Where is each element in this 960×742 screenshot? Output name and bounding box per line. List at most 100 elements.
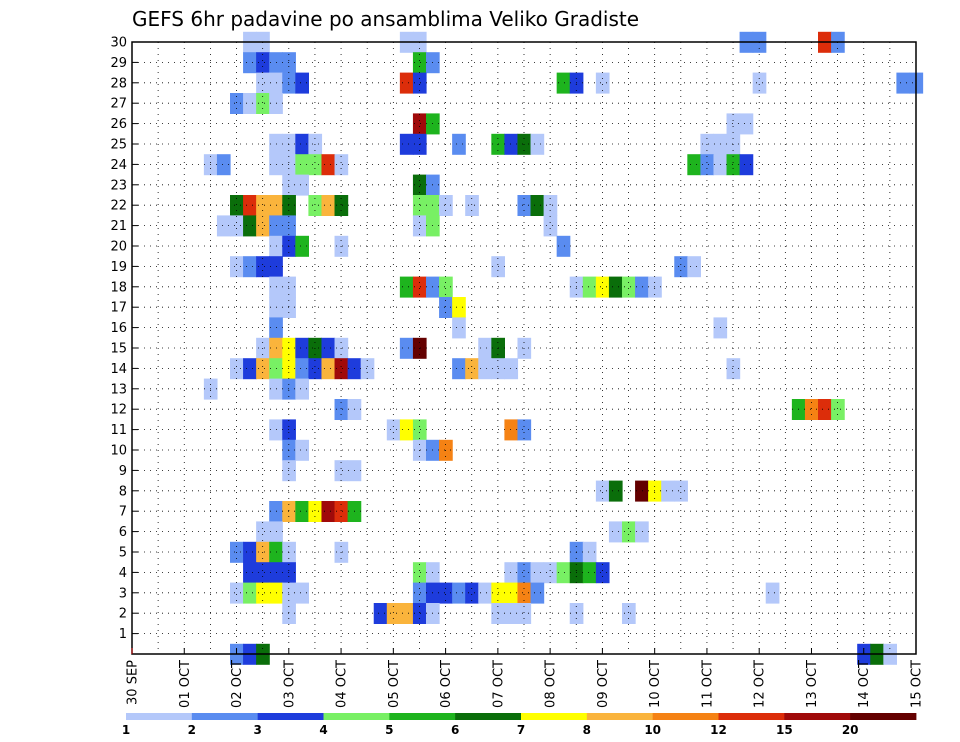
heatmap-cell — [452, 582, 466, 604]
heatmap-cell — [295, 358, 309, 380]
x-tick-label: 08 OCT — [544, 660, 559, 708]
heatmap-cell — [635, 521, 649, 543]
heatmap-cell — [504, 358, 519, 380]
heatmap-cell — [530, 582, 545, 604]
y-tick-label: 5 — [119, 546, 127, 561]
heatmap-cell — [752, 72, 767, 94]
heatmap-cell — [308, 358, 323, 380]
heatmap-cell — [412, 174, 427, 196]
heatmap-cell — [700, 154, 715, 176]
legend-swatch — [784, 713, 851, 720]
heatmap-cell — [412, 582, 427, 604]
heatmap-cell — [282, 501, 296, 522]
heatmap-cell — [256, 358, 270, 380]
heatmap-cell — [295, 174, 309, 196]
heatmap-cell — [243, 541, 257, 563]
heatmap-cell — [608, 276, 623, 298]
legend-swatch — [521, 713, 588, 720]
heatmap-cell — [412, 195, 427, 216]
heatmap-cell — [282, 72, 296, 94]
heatmap-cell — [595, 72, 610, 94]
x-tick-label: 01 OCT — [178, 660, 193, 708]
y-tick-label: 24 — [110, 158, 127, 173]
legend-label: 8 — [583, 723, 591, 737]
legend-label: 15 — [776, 723, 793, 737]
heatmap-cell — [282, 582, 296, 604]
heatmap-cell — [504, 582, 519, 604]
heatmap-cell — [726, 113, 741, 135]
legend-swatch — [652, 713, 719, 720]
y-tick-label: 14 — [110, 362, 127, 377]
heatmap-cell — [582, 541, 597, 563]
y-tick-label: 25 — [110, 138, 127, 153]
heatmap-cell — [478, 337, 492, 359]
heatmap-cell — [282, 419, 296, 441]
heatmap-cell — [373, 603, 388, 624]
heatmap-cell — [334, 195, 349, 216]
heatmap-cell — [282, 460, 296, 482]
heatmap-cell — [308, 501, 323, 522]
heatmap-cell — [739, 154, 754, 176]
heatmap-cell — [308, 154, 323, 176]
heatmap-cell — [256, 195, 270, 216]
heatmap-cell — [556, 562, 571, 584]
y-tick-label: 23 — [110, 178, 127, 193]
ticks-layer: 1234567891011121314151617181920212223242… — [110, 36, 924, 708]
heatmap-cell — [608, 480, 623, 502]
legend-label: 12 — [710, 723, 727, 737]
heatmap-cell — [517, 195, 532, 216]
heatmap-cell — [399, 72, 414, 94]
heatmap-cell — [504, 133, 519, 155]
heatmap-cell — [321, 358, 336, 380]
legend-swatch — [586, 713, 654, 720]
heatmap-cell — [452, 297, 466, 318]
heatmap-cell — [282, 174, 296, 196]
heatmap-cell — [412, 562, 427, 584]
y-tick-label: 28 — [110, 76, 127, 91]
x-tick-label: 02 OCT — [230, 660, 245, 708]
heatmap-cell — [243, 256, 257, 278]
heatmap-cell — [334, 154, 349, 176]
heatmap-cell — [687, 256, 701, 278]
heatmap-cell — [295, 378, 309, 400]
x-tick-label: 11 OCT — [700, 660, 715, 708]
x-tick-label: 07 OCT — [491, 660, 506, 708]
legend-swatch — [126, 713, 193, 720]
heatmap-cell — [243, 52, 257, 74]
heatmap-cell — [230, 93, 244, 114]
heatmap-cell — [256, 72, 270, 94]
legend-label: 4 — [319, 723, 327, 737]
heatmap-cell — [674, 256, 688, 278]
heatmap-cell — [282, 52, 296, 74]
y-tick-label: 6 — [119, 525, 127, 540]
heatmap-cell — [256, 215, 270, 237]
legend-label: 7 — [517, 723, 525, 737]
heatmap-cell — [439, 276, 453, 298]
legend-label: 6 — [451, 723, 459, 737]
heatmap-cell — [360, 358, 375, 380]
heatmap-cell — [412, 215, 427, 237]
legend-swatch — [455, 713, 522, 720]
heatmap-cell — [543, 215, 558, 237]
heatmap-cell — [295, 235, 309, 257]
heatmap-cell — [321, 195, 336, 216]
heatmap-cell — [308, 195, 323, 216]
x-tick-label: 04 OCT — [335, 660, 350, 708]
heatmap-cell — [530, 133, 545, 155]
heatmap-cell — [452, 133, 466, 155]
legend-label: 2 — [188, 723, 196, 737]
legend-swatch — [257, 713, 324, 720]
heatmap-cell — [504, 419, 519, 441]
legend-swatch — [323, 713, 390, 720]
heatmap-cell — [412, 276, 427, 298]
heatmap-cell — [295, 133, 309, 155]
heatmap-cell — [517, 582, 532, 604]
heatmap-cell — [295, 72, 309, 94]
heatmap-cell — [465, 195, 479, 216]
heatmap-cell — [439, 582, 453, 604]
heatmap-cell — [230, 358, 244, 380]
chart-title: GEFS 6hr padavine po ansamblima Veliko G… — [132, 7, 639, 31]
heatmap-cell — [530, 195, 545, 216]
heatmap-cell — [556, 72, 571, 94]
heatmap-cell — [282, 562, 296, 584]
